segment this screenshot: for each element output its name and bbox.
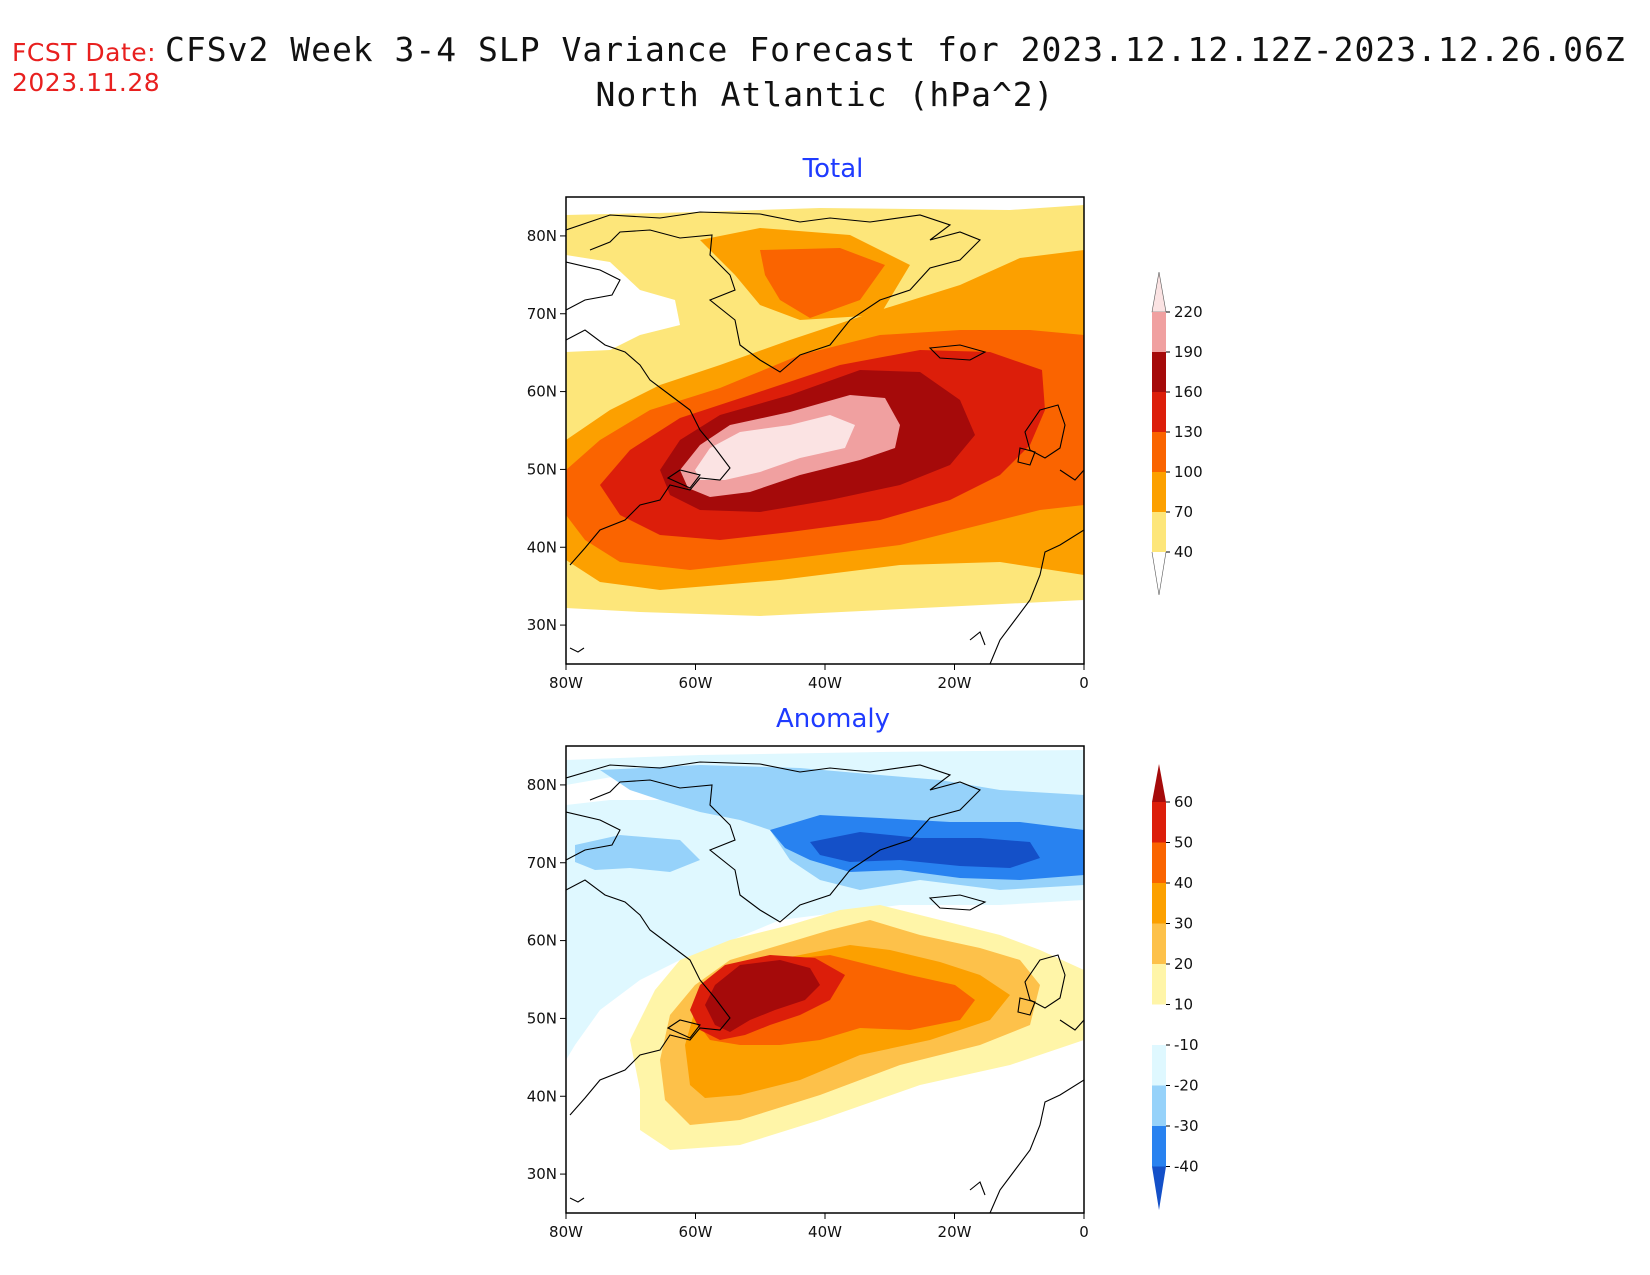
total-colorbar-swatch bbox=[1152, 472, 1166, 512]
total-lat-tick-label: 40N bbox=[527, 538, 557, 556]
total-lon-tick-label: 20W bbox=[938, 674, 972, 692]
anomaly-lat-tick-label: 50N bbox=[527, 1009, 557, 1027]
anomaly-contour-neg40 bbox=[810, 832, 1040, 868]
anomaly-lat-tick-label: 70N bbox=[527, 854, 557, 872]
anomaly-lat-tick-label: 40N bbox=[527, 1087, 557, 1105]
anomaly-lat-tick-label: 80N bbox=[527, 776, 557, 794]
total-colorbar-swatch bbox=[1152, 392, 1166, 432]
anomaly-colorbar-swatch bbox=[1152, 764, 1166, 802]
total-colorbar-label: 160 bbox=[1174, 383, 1203, 401]
anomaly-colorbar-label: -30 bbox=[1174, 1117, 1199, 1135]
anomaly-colorbar-label: 20 bbox=[1174, 955, 1193, 973]
axes-layer: 80W 60W 40W 20W 0 80N 70N 60N 50N 40N 30N 80W 60W 40W… bbox=[527, 227, 1089, 1241]
fcst-date-value: 2023.11.28 bbox=[12, 68, 161, 97]
anomaly-colorbar-label: -20 bbox=[1174, 1077, 1199, 1095]
total-white-hole-nw bbox=[566, 255, 680, 352]
anomaly-lon-tick-label: 20W bbox=[938, 1223, 972, 1241]
total-colorbar-swatch bbox=[1151, 271, 1167, 313]
fcst-date-label: FCST Date: bbox=[12, 38, 157, 67]
total-lat-tick-label: 70N bbox=[527, 305, 557, 323]
anomaly-lon-tick-label: 0 bbox=[1079, 1223, 1089, 1241]
anomaly-colorbar-label: 30 bbox=[1174, 915, 1193, 933]
total-lat-tick-label: 30N bbox=[527, 616, 557, 634]
map-panel-anomaly bbox=[565, 745, 1085, 1214]
anomaly-lon-tick-label: 60W bbox=[679, 1223, 713, 1241]
anomaly-colorbar-swatch bbox=[1152, 923, 1166, 964]
panel-title-total: Total bbox=[802, 154, 864, 184]
anomaly-lon-tick-label: 40W bbox=[808, 1223, 842, 1241]
total-colorbar-swatch bbox=[1152, 512, 1166, 552]
panel-title-anomaly: Anomaly bbox=[775, 704, 891, 734]
anomaly-contour-neg20-west bbox=[575, 835, 700, 872]
total-colorbar-label: 40 bbox=[1174, 543, 1193, 561]
total-colorbar-swatch bbox=[1152, 432, 1166, 472]
total-colorbar-label: 70 bbox=[1174, 503, 1193, 521]
anomaly-colorbar-label: 40 bbox=[1174, 874, 1193, 892]
anomaly-colorbar-label: 10 bbox=[1174, 996, 1193, 1014]
total-contour-100-north bbox=[760, 248, 885, 318]
total-colorbar-swatch bbox=[1152, 312, 1166, 352]
total-lat-tick-label: 80N bbox=[527, 227, 557, 245]
total-lat-tick-label: 60N bbox=[527, 383, 557, 401]
total-colorbar-label: 220 bbox=[1174, 303, 1203, 321]
anomaly-colorbar-swatch bbox=[1152, 964, 1166, 1005]
total-colorbar-swatch bbox=[1151, 551, 1167, 596]
subtitle: North Atlantic (hPa^2) bbox=[595, 75, 1055, 114]
total-lon-tick-label: 0 bbox=[1079, 674, 1089, 692]
anomaly-colorbar-label: -10 bbox=[1174, 1036, 1199, 1054]
anomaly-colorbar-swatch bbox=[1152, 883, 1166, 924]
anomaly-contour-60 bbox=[705, 960, 820, 1032]
total-contour-fill bbox=[566, 197, 1084, 664]
anomaly-colorbar-swatch bbox=[1152, 842, 1166, 883]
anomaly-colorbar-swatch bbox=[1152, 1045, 1166, 1086]
anomaly-colorbar-swatch bbox=[1152, 1126, 1166, 1167]
anomaly-lat-tick-label: 30N bbox=[527, 1165, 557, 1183]
colorbar-layer: 220 190 160 130 100 70 40 60 50 40 30 20 10 -10 -20 -30… bbox=[1151, 271, 1203, 1210]
anomaly-colorbar-label: 60 bbox=[1174, 793, 1193, 811]
anomaly-contour-fill bbox=[566, 746, 1084, 1213]
anomaly-coastlines bbox=[566, 761, 1084, 1213]
map-panel-total bbox=[565, 196, 1085, 665]
anomaly-lon-tick-label: 80W bbox=[549, 1223, 583, 1241]
anomaly-colorbar-swatch bbox=[1152, 1004, 1166, 1045]
anomaly-colorbar-swatch bbox=[1152, 802, 1166, 843]
total-coastlines bbox=[566, 211, 1084, 664]
total-lon-tick-label: 80W bbox=[549, 674, 583, 692]
total-lat-tick-label: 50N bbox=[527, 460, 557, 478]
total-contour-220 bbox=[695, 415, 855, 480]
total-colorbar-swatch bbox=[1152, 352, 1166, 392]
total-colorbar-label: 100 bbox=[1174, 463, 1203, 481]
anomaly-lat-tick-label: 60N bbox=[527, 932, 557, 950]
anomaly-colorbar-swatch bbox=[1152, 1085, 1166, 1126]
total-lon-tick-label: 40W bbox=[808, 674, 842, 692]
total-lon-tick-label: 60W bbox=[679, 674, 713, 692]
main-title: CFSv2 Week 3-4 SLP Variance Forecast for… bbox=[165, 30, 1626, 69]
anomaly-colorbar-label: 50 bbox=[1174, 834, 1193, 852]
anomaly-colorbar-label: -40 bbox=[1174, 1158, 1199, 1176]
total-colorbar-label: 190 bbox=[1174, 343, 1203, 361]
total-colorbar-label: 130 bbox=[1174, 423, 1203, 441]
anomaly-colorbar-swatch bbox=[1152, 1166, 1166, 1210]
